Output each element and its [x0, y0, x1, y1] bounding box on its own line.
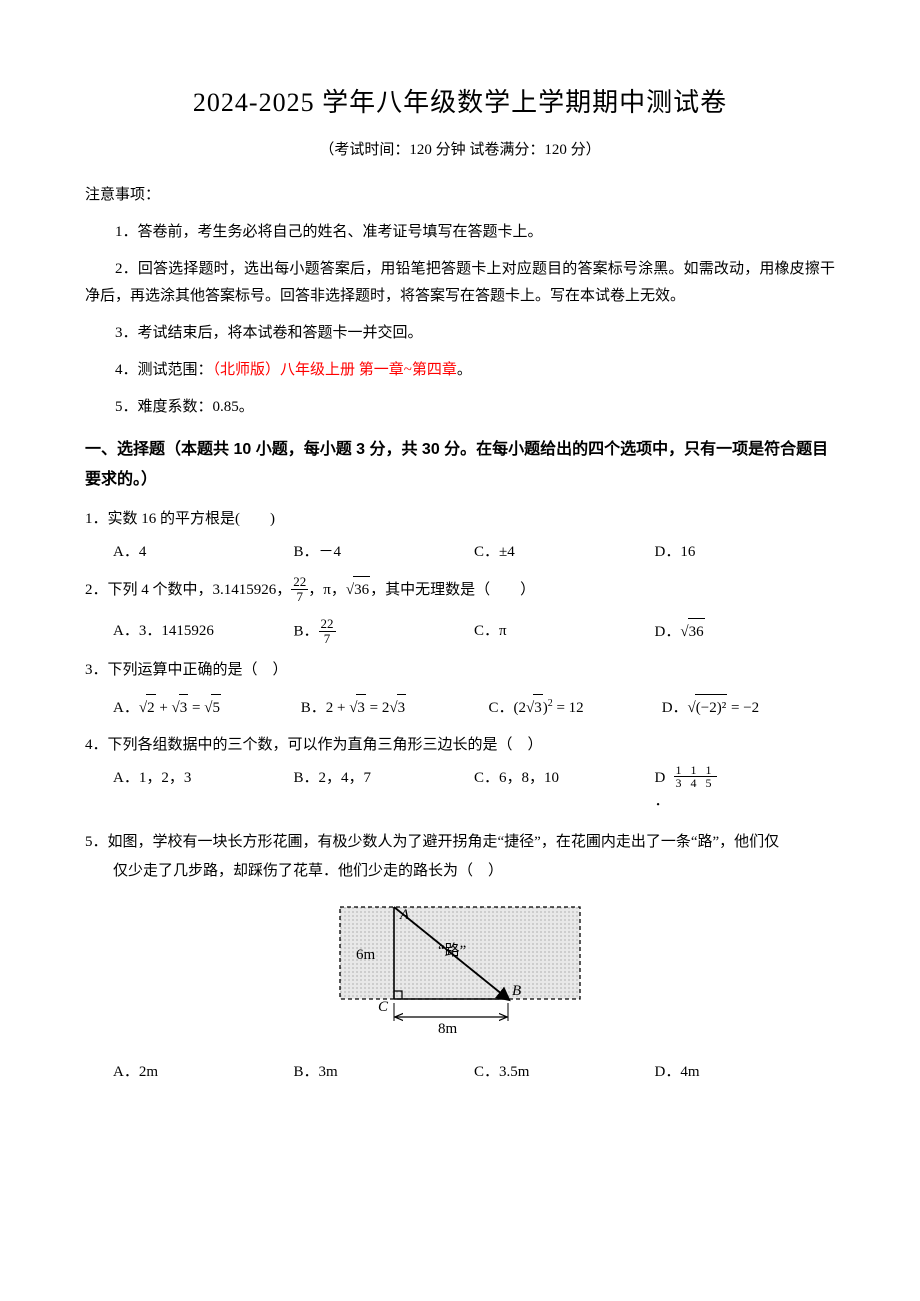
q4-option-b: B．2，4，7 — [294, 765, 475, 819]
q2-option-c: C．π — [474, 618, 655, 646]
notice-item-3: 3．考试结束后，将本试卷和答题卡一并交回。 — [85, 320, 835, 347]
label-b: B — [512, 983, 521, 999]
question-4: 4．下列各组数据中的三个数，可以作为直角三角形三边长的是（ ） A．1，2，3 … — [85, 732, 835, 819]
notice-item-5: 5．难度系数：0.85。 — [85, 394, 835, 421]
q2-option-d: D．36 — [655, 618, 836, 646]
q4-option-d: D ． 1 1 1 3 4 5 — [655, 765, 836, 819]
label-8m: 8m — [438, 1021, 458, 1037]
question-2: 2．下列 4 个数中，3.1415926，227，π，36，其中无理数是（ ） … — [85, 576, 835, 647]
q2-option-b: B．227 — [294, 618, 475, 646]
page-subtitle: （考试时间：120 分钟 试卷满分：120 分） — [85, 137, 835, 164]
q1-option-c: C．±4 — [474, 539, 655, 566]
label-c: C — [378, 999, 389, 1015]
notice-4-suffix: 。 — [457, 362, 472, 378]
notice-item-2: 2．回答选择题时，选出每小题答案后，用铅笔把答题卡上对应题目的答案标号涂黑。如需… — [85, 256, 835, 310]
label-6m: 6m — [356, 947, 376, 963]
q2-frac: 227 — [291, 575, 308, 603]
notice-item-1: 1．答卷前，考生务必将自己的姓名、准考证号填写在答题卡上。 — [85, 219, 835, 246]
q2-stem-prefix: 2．下列 4 个数中，3.1415926， — [85, 582, 291, 598]
notice-4-scope: （北师版）八年级上册 第一章~第四章 — [213, 362, 457, 378]
q5-option-d: D．4m — [655, 1059, 836, 1086]
q2-stem: 2．下列 4 个数中，3.1415926，227，π，36，其中无理数是（ ） — [85, 576, 835, 605]
q3-option-a: A．2 + 3 = 5 — [113, 694, 301, 722]
q1-option-d: D．16 — [655, 539, 836, 566]
q3-option-b: B．2 + 3 = 23 — [301, 694, 489, 722]
q5-diagram: A B C “路” 6m 8m — [320, 899, 600, 1039]
question-5: 5．如图，学校有一块长方形花圃，有极少数人为了避开拐角走“捷径”，在花圃内走出了… — [85, 829, 835, 1086]
q1-stem: 1．实数 16 的平方根是( ) — [85, 506, 835, 533]
q2d-sqrt: 36 — [680, 618, 704, 646]
q3-option-c: C．(23)2 = 12 — [488, 694, 661, 722]
label-path: “路” — [438, 942, 466, 959]
section-1-heading: 一、选择题（本题共 10 小题，每小题 3 分，共 30 分。在每小题给出的四个… — [85, 435, 835, 496]
q3-option-d: D．(−2)² = −2 — [662, 694, 835, 722]
q3-stem: 3．下列运算中正确的是（ ） — [85, 657, 835, 684]
q5-option-b: B．3m — [294, 1059, 475, 1086]
q4-option-a: A．1，2，3 — [113, 765, 294, 819]
notice-item-4: 4．测试范围：（北师版）八年级上册 第一章~第四章。 — [85, 357, 835, 384]
q2-option-a: A．3．1415926 — [113, 618, 294, 646]
q1-option-a: A．4 — [113, 539, 294, 566]
q5-stem-line1: 5．如图，学校有一块长方形花圃，有极少数人为了避开拐角走“捷径”，在花圃内走出了… — [85, 829, 835, 856]
q2-stem-mid: ，π， — [308, 582, 346, 598]
question-1: 1．实数 16 的平方根是( ) A．4 B．－4 C．±4 D．16 — [85, 506, 835, 566]
q5-figure: A B C “路” 6m 8m — [85, 899, 835, 1049]
page-title: 2024-2025 学年八年级数学上学期期中测试卷 — [85, 80, 835, 127]
notice-4-prefix: 4．测试范围： — [115, 362, 213, 378]
q5-option-c: C．3.5m — [474, 1059, 655, 1086]
q2-stem-suffix: ，其中无理数是（ ） — [370, 582, 535, 598]
q2b-frac: 227 — [319, 617, 336, 645]
notice-heading: 注意事项： — [85, 182, 835, 209]
q5-stem-line2: 仅少走了几步路，却踩伤了花草．他们少走的路长为（ ） — [113, 858, 835, 885]
q1-option-b: B．－4 — [294, 539, 475, 566]
question-3: 3．下列运算中正确的是（ ） A．2 + 3 = 5 B．2 + 3 = 23 … — [85, 657, 835, 722]
q4-option-c: C．6，8，10 — [474, 765, 655, 819]
q2-sqrt: 36 — [346, 576, 370, 604]
label-a: A — [399, 907, 410, 923]
q5-option-a: A．2m — [113, 1059, 294, 1086]
q4-stem: 4．下列各组数据中的三个数，可以作为直角三角形三边长的是（ ） — [85, 732, 835, 759]
